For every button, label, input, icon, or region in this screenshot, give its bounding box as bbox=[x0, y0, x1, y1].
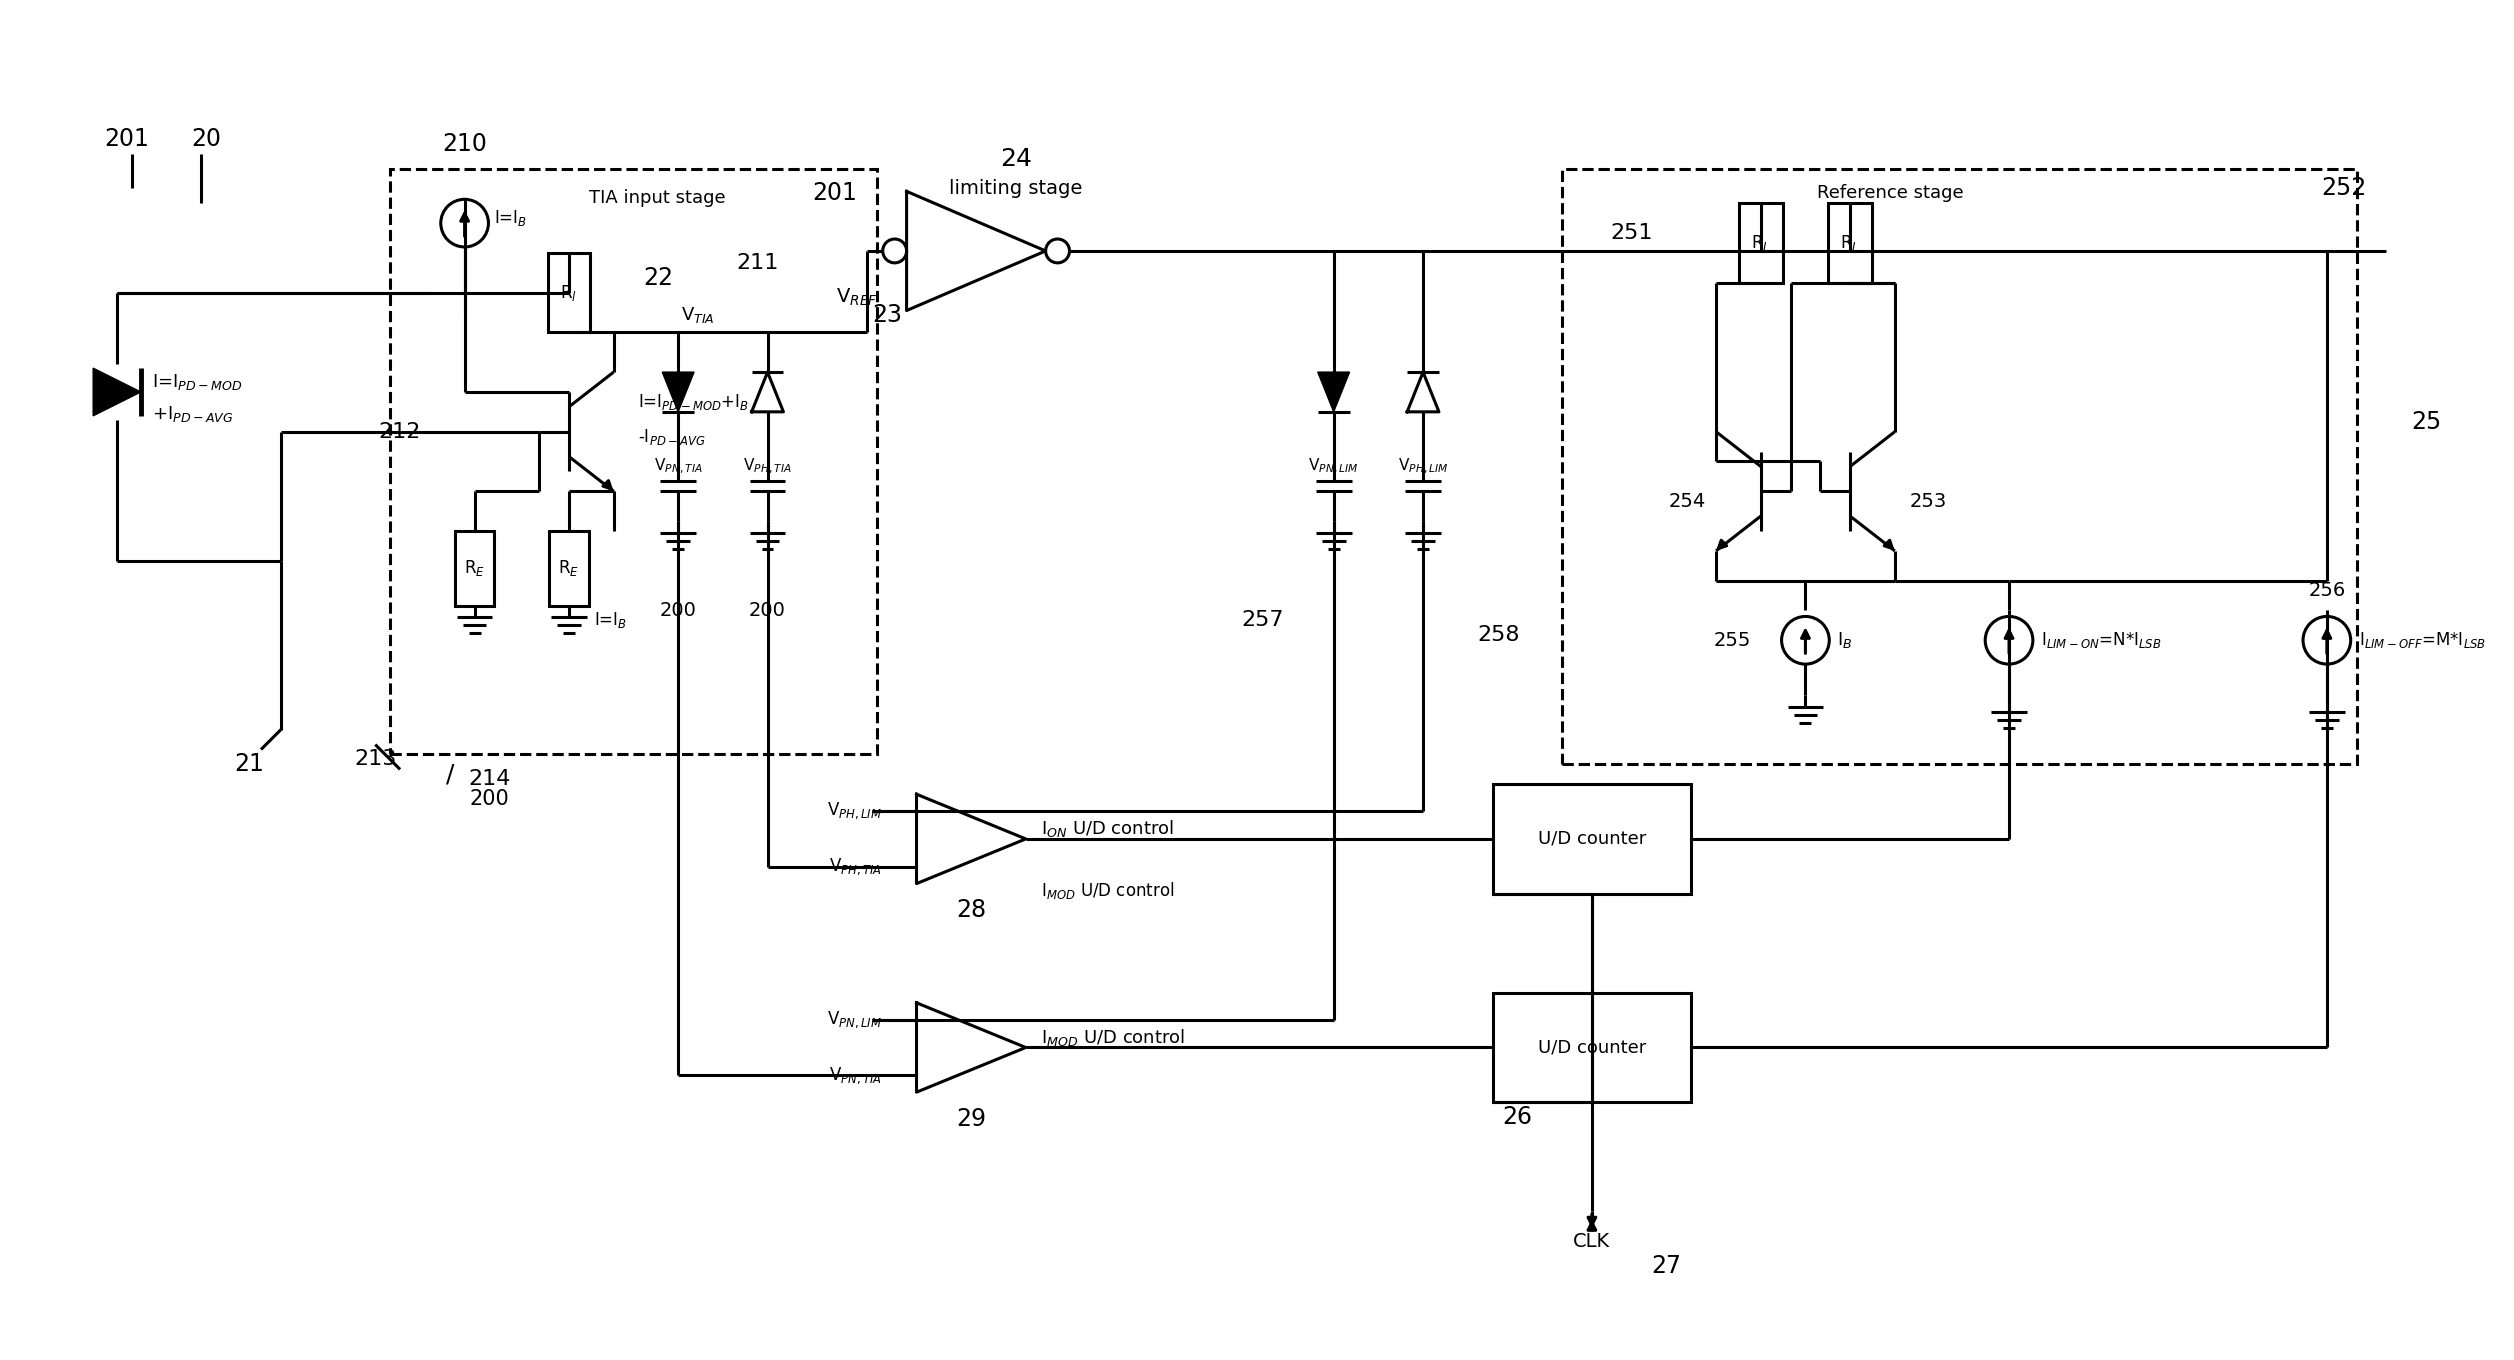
Polygon shape bbox=[1408, 373, 1438, 412]
Text: R$_E$: R$_E$ bbox=[465, 558, 485, 578]
Polygon shape bbox=[918, 1002, 1026, 1092]
Text: U/D counter: U/D counter bbox=[1539, 1039, 1647, 1057]
Text: V$_{PN,LIM}$: V$_{PN,LIM}$ bbox=[1307, 457, 1360, 476]
Text: I=I$_{PD-MOD}$+I$_B$: I=I$_{PD-MOD}$+I$_B$ bbox=[639, 392, 749, 412]
Text: Reference stage: Reference stage bbox=[1818, 185, 1963, 203]
Text: V$_{PN,LIM}$: V$_{PN,LIM}$ bbox=[827, 1009, 882, 1030]
Polygon shape bbox=[752, 373, 784, 412]
Text: 200: 200 bbox=[659, 601, 696, 620]
Text: TIA input stage: TIA input stage bbox=[588, 189, 727, 207]
Polygon shape bbox=[908, 192, 1046, 310]
Text: 22: 22 bbox=[644, 265, 674, 290]
Text: 210: 210 bbox=[442, 132, 488, 155]
Text: +I$_{PD-AVG}$: +I$_{PD-AVG}$ bbox=[151, 404, 234, 424]
Text: 201: 201 bbox=[106, 126, 148, 151]
Text: 24: 24 bbox=[1001, 147, 1031, 170]
Text: 25: 25 bbox=[2411, 409, 2441, 434]
Text: R$_E$: R$_E$ bbox=[558, 558, 578, 578]
Text: V$_{PH,LIM}$: V$_{PH,LIM}$ bbox=[827, 801, 882, 821]
Text: 26: 26 bbox=[1503, 1106, 1534, 1129]
Text: 28: 28 bbox=[955, 899, 985, 922]
Polygon shape bbox=[918, 794, 1026, 884]
Polygon shape bbox=[661, 373, 694, 412]
Text: limiting stage: limiting stage bbox=[950, 180, 1084, 197]
Circle shape bbox=[1986, 616, 2034, 664]
Text: V$_{TIA}$: V$_{TIA}$ bbox=[681, 305, 714, 325]
Text: 258: 258 bbox=[1478, 626, 1521, 645]
Text: 200: 200 bbox=[470, 789, 510, 809]
Text: I=I$_{PD-MOD}$: I=I$_{PD-MOD}$ bbox=[151, 373, 241, 392]
Text: 27: 27 bbox=[1652, 1254, 1682, 1278]
Text: -I$_{PD-AVG}$: -I$_{PD-AVG}$ bbox=[639, 427, 706, 446]
Text: 21: 21 bbox=[234, 752, 264, 777]
Text: R$_L$: R$_L$ bbox=[1840, 233, 1860, 253]
Text: 20: 20 bbox=[191, 126, 221, 151]
Text: 29: 29 bbox=[955, 1107, 985, 1132]
Text: 212: 212 bbox=[380, 422, 422, 442]
Bar bbox=[548, 530, 588, 605]
Text: 256: 256 bbox=[2308, 581, 2346, 600]
Bar bbox=[1493, 785, 1692, 894]
Text: 214: 214 bbox=[468, 770, 510, 789]
Text: V$_{PN,TIA}$: V$_{PN,TIA}$ bbox=[830, 1065, 882, 1085]
Circle shape bbox=[1046, 239, 1068, 262]
Text: 23: 23 bbox=[872, 302, 903, 326]
Circle shape bbox=[440, 200, 488, 248]
Text: 252: 252 bbox=[2320, 177, 2366, 200]
Text: I$_{LIM-ON}$=N*I$_{LSB}$: I$_{LIM-ON}$=N*I$_{LSB}$ bbox=[2041, 630, 2162, 650]
Text: I$_{MOD}$ U/D control: I$_{MOD}$ U/D control bbox=[1041, 880, 1174, 902]
Text: I$_B$: I$_B$ bbox=[1838, 630, 1853, 650]
Text: 211: 211 bbox=[737, 253, 779, 273]
Text: 251: 251 bbox=[1611, 223, 1652, 243]
Text: V$_{PH,TIA}$: V$_{PH,TIA}$ bbox=[830, 857, 882, 877]
Text: 201: 201 bbox=[812, 181, 857, 205]
Text: V$_{PH,LIM}$: V$_{PH,LIM}$ bbox=[1398, 457, 1448, 476]
Text: 255: 255 bbox=[1715, 631, 1750, 650]
Text: I$_{MOD}$ U/D control: I$_{MOD}$ U/D control bbox=[1041, 1027, 1184, 1049]
Text: I=I$_B$: I=I$_B$ bbox=[495, 208, 528, 228]
Text: V$_{REF}$: V$_{REF}$ bbox=[837, 287, 877, 309]
Text: 200: 200 bbox=[749, 601, 787, 620]
Circle shape bbox=[1782, 616, 1830, 664]
Text: R$_L$: R$_L$ bbox=[1750, 233, 1770, 253]
Text: 254: 254 bbox=[1669, 492, 1707, 511]
Circle shape bbox=[882, 239, 908, 262]
Text: V$_{PH,TIA}$: V$_{PH,TIA}$ bbox=[744, 457, 792, 476]
Bar bbox=[390, 169, 877, 755]
Text: U/D counter: U/D counter bbox=[1539, 830, 1647, 847]
Text: R$_l$: R$_l$ bbox=[561, 283, 578, 303]
Text: /: / bbox=[445, 763, 455, 786]
Circle shape bbox=[2303, 616, 2351, 664]
Text: I$_{LIM-OFF}$=M*I$_{LSB}$: I$_{LIM-OFF}$=M*I$_{LSB}$ bbox=[2358, 630, 2486, 650]
Bar bbox=[548, 253, 591, 332]
Bar bbox=[455, 530, 495, 605]
Text: V$_{PN,TIA}$: V$_{PN,TIA}$ bbox=[654, 457, 701, 476]
Polygon shape bbox=[93, 369, 141, 416]
Text: 213: 213 bbox=[354, 749, 397, 770]
Text: CLK: CLK bbox=[1574, 1232, 1611, 1251]
Text: I$_{ON}$ U/D control: I$_{ON}$ U/D control bbox=[1041, 819, 1174, 839]
Bar bbox=[1561, 169, 2356, 764]
Polygon shape bbox=[1317, 373, 1350, 412]
Bar bbox=[1493, 993, 1692, 1102]
Text: 257: 257 bbox=[1242, 611, 1285, 631]
Text: 253: 253 bbox=[1911, 492, 1946, 511]
Bar bbox=[1828, 203, 1873, 283]
Bar bbox=[1740, 203, 1782, 283]
Text: I=I$_B$: I=I$_B$ bbox=[593, 611, 626, 631]
